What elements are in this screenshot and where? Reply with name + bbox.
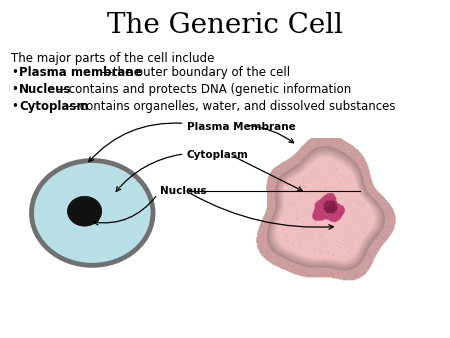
Ellipse shape [68,196,102,226]
Text: Cytoplasm: Cytoplasm [19,100,88,113]
Text: •: • [11,100,18,113]
Text: •: • [11,66,18,79]
Text: Nucleus: Nucleus [160,186,207,196]
Text: Plasma membrane: Plasma membrane [19,66,142,79]
Text: The Generic Cell: The Generic Cell [107,12,343,39]
Text: Cytoplasm: Cytoplasm [187,150,248,161]
Text: The major parts of the cell include: The major parts of the cell include [11,52,215,65]
Text: —contains and protects DNA (genetic information: —contains and protects DNA (genetic info… [58,83,351,96]
Text: —contains organelles, water, and dissolved substances: —contains organelles, water, and dissolv… [68,100,396,113]
Text: Plasma Membrane: Plasma Membrane [187,122,296,132]
Ellipse shape [32,161,153,265]
Text: —the outer boundary of the cell: —the outer boundary of the cell [101,66,291,79]
Text: Nucleus: Nucleus [19,83,72,96]
Text: •: • [11,83,18,96]
